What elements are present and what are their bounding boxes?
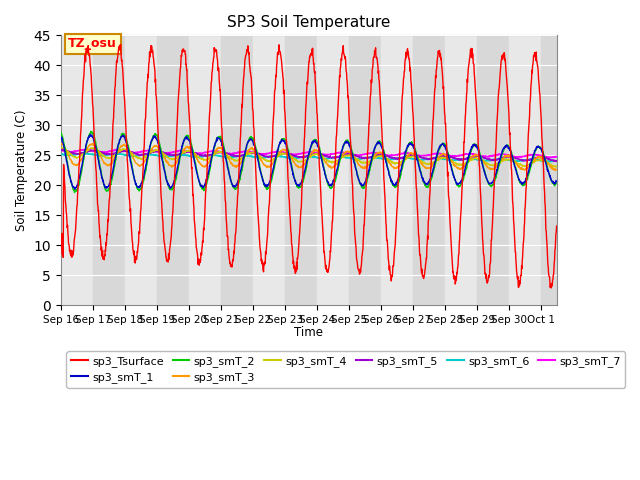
Bar bbox=[381, 36, 413, 305]
Title: SP3 Soil Temperature: SP3 Soil Temperature bbox=[227, 15, 390, 30]
Legend: sp3_Tsurface, sp3_smT_1, sp3_smT_2, sp3_smT_3, sp3_smT_4, sp3_smT_5, sp3_smT_6, : sp3_Tsurface, sp3_smT_1, sp3_smT_2, sp3_… bbox=[67, 351, 625, 388]
Bar bbox=[509, 36, 541, 305]
Bar bbox=[413, 36, 445, 305]
Text: TZ_osu: TZ_osu bbox=[68, 37, 117, 50]
Bar bbox=[477, 36, 509, 305]
Bar bbox=[317, 36, 349, 305]
X-axis label: Time: Time bbox=[294, 326, 323, 339]
Y-axis label: Soil Temperature (C): Soil Temperature (C) bbox=[15, 109, 28, 231]
Bar bbox=[349, 36, 381, 305]
Bar bbox=[189, 36, 221, 305]
Bar bbox=[221, 36, 253, 305]
Bar bbox=[253, 36, 285, 305]
Bar bbox=[61, 36, 93, 305]
Bar bbox=[93, 36, 125, 305]
Bar bbox=[541, 36, 573, 305]
Bar bbox=[445, 36, 477, 305]
Bar bbox=[285, 36, 317, 305]
Bar bbox=[125, 36, 157, 305]
Bar bbox=[157, 36, 189, 305]
